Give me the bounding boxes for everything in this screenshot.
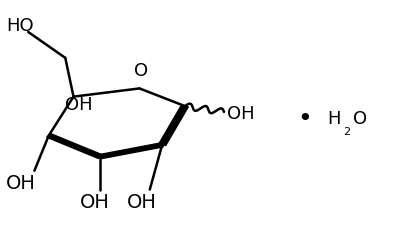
Polygon shape <box>159 105 188 146</box>
Text: OH: OH <box>127 193 157 212</box>
Text: OH: OH <box>65 96 93 114</box>
Text: O: O <box>134 62 148 80</box>
Text: OH: OH <box>80 193 110 212</box>
Text: H: H <box>327 110 341 128</box>
Text: OH: OH <box>227 104 255 123</box>
Text: 2: 2 <box>344 127 351 137</box>
Text: OH: OH <box>5 174 35 193</box>
Polygon shape <box>99 143 164 159</box>
Polygon shape <box>46 134 103 158</box>
Text: O: O <box>353 110 367 128</box>
Text: HO: HO <box>6 17 34 35</box>
Text: •: • <box>297 107 312 131</box>
